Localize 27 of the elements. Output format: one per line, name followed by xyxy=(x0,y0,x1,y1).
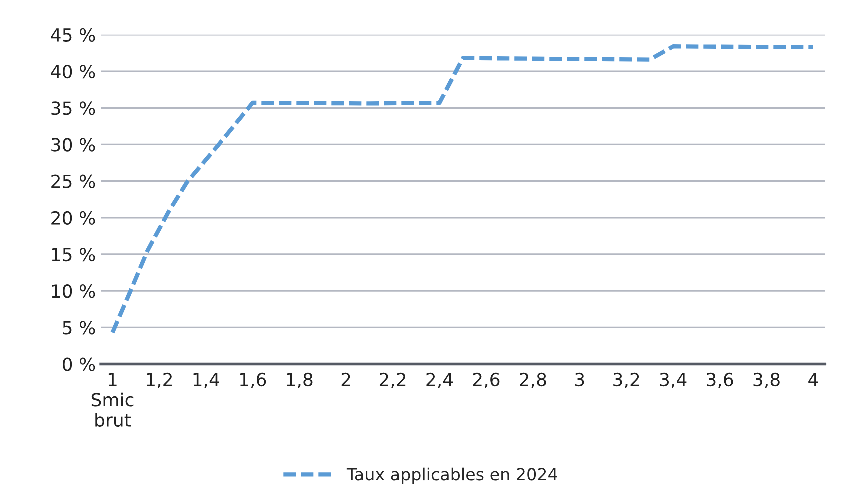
x-tick-label: 3,2 xyxy=(614,372,640,388)
x-tick-label: 4 xyxy=(808,373,818,386)
y-tick-label: 30 % xyxy=(52,138,96,152)
legend-label: Taux applicables en 2024 xyxy=(346,468,558,484)
x-tick-label: 1,2 xyxy=(147,372,172,388)
y-tick-label: 40 % xyxy=(51,64,96,79)
y-tick-label: 25 % xyxy=(52,174,96,188)
x-tick-label: 2,8 xyxy=(520,372,546,388)
x-tick-label: 3,4 xyxy=(660,372,687,388)
y-tick-label: 15 % xyxy=(52,248,96,262)
y-tick-label: 5 % xyxy=(63,321,96,335)
x-tick-label: 2,4 xyxy=(426,372,454,388)
x-tick-label: 1,4 xyxy=(194,373,220,388)
y-tick-label: 0 % xyxy=(62,358,96,372)
x-tick-label: 3,8 xyxy=(754,372,780,388)
x-tick-label: 2,2 xyxy=(380,372,406,388)
x-tick-label: 2 xyxy=(342,372,350,386)
x-tick-label: 3,6 xyxy=(707,372,734,388)
y-tick-label: 35 % xyxy=(52,102,96,116)
y-tick-label: 45 % xyxy=(51,28,96,42)
y-tick-label: 20 % xyxy=(52,211,96,226)
x-tick-label: 2,6 xyxy=(473,372,500,388)
x-tick-label: 1,6 xyxy=(240,372,266,388)
x-tick-label: 1,8 xyxy=(287,372,313,388)
y-tick-label: 10 % xyxy=(52,284,96,298)
x-tick-label: 3 xyxy=(576,372,584,387)
x-tick-label: 1 Smic brut xyxy=(92,373,134,428)
